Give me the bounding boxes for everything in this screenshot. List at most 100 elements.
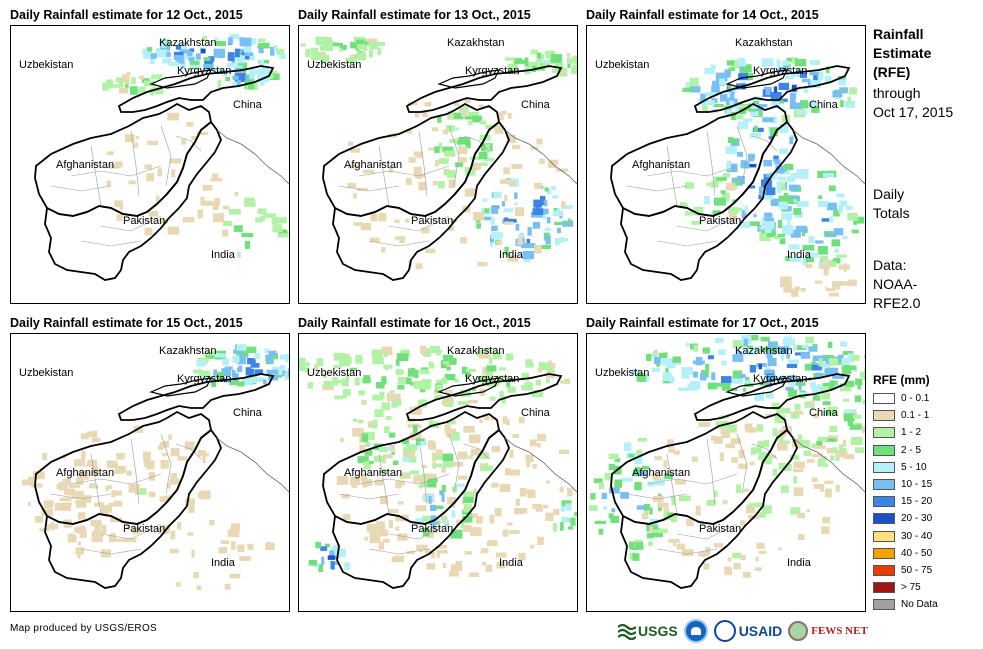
rain-cell xyxy=(111,490,116,498)
label-kyrgyzstan: Kyrgyzstan xyxy=(465,65,519,77)
rain-cell xyxy=(101,525,107,534)
rain-cell xyxy=(299,365,306,372)
rain-cell xyxy=(168,61,179,66)
label-afghanistan: Afghanistan xyxy=(632,467,690,479)
rain-cell xyxy=(357,456,369,464)
rain-cell xyxy=(692,456,698,462)
rain-cell xyxy=(720,94,728,102)
rain-cell xyxy=(738,449,745,459)
rain-cell xyxy=(665,363,676,369)
rain-cell xyxy=(220,540,230,544)
kyrgyzstan-border xyxy=(437,377,501,397)
rain-cell xyxy=(513,58,523,64)
country-borders xyxy=(34,65,289,281)
rain-cell xyxy=(811,364,822,371)
rain-cell xyxy=(783,338,795,346)
rain-cell xyxy=(451,511,456,518)
rain-cell xyxy=(284,372,289,380)
rain-cell xyxy=(472,115,482,123)
rain-cell xyxy=(750,111,759,116)
rain-cell xyxy=(661,358,673,366)
rain-cell xyxy=(758,512,766,518)
rain-cell xyxy=(447,497,456,505)
rain-cell xyxy=(196,360,206,367)
rain-cell xyxy=(308,559,317,566)
rain-cell xyxy=(490,206,499,214)
rain-cell xyxy=(753,99,759,104)
rain-cell xyxy=(743,488,750,493)
rain-cell xyxy=(553,207,558,213)
rain-cell xyxy=(426,563,436,570)
rain-cell xyxy=(444,374,456,381)
rain-cell xyxy=(157,168,162,177)
rain-cell xyxy=(526,238,531,246)
rain-cell xyxy=(542,504,549,509)
rain-cell xyxy=(843,398,850,402)
rain-cell xyxy=(234,191,239,197)
rain-cell xyxy=(684,182,695,189)
rain-cell xyxy=(851,229,859,234)
rain-cell xyxy=(357,55,367,61)
side-data-line: RFE2.0 xyxy=(873,295,921,311)
province-border xyxy=(70,473,162,485)
rain-cell xyxy=(116,538,127,542)
rain-cell xyxy=(265,354,269,362)
legend-item: 0.1 - 1 xyxy=(873,407,938,424)
panel-title: Daily Rainfall estimate for 14 Oct., 201… xyxy=(586,8,819,22)
rain-cell xyxy=(126,470,132,476)
label-pakistan: Pakistan xyxy=(411,523,453,535)
label-china: China xyxy=(809,407,839,419)
rain-cell xyxy=(385,416,392,420)
rain-cell xyxy=(237,544,245,553)
rain-cell xyxy=(808,236,815,244)
rain-cell xyxy=(342,513,351,520)
usgs-logo: USGS xyxy=(618,622,678,640)
rain-cell xyxy=(811,385,823,393)
legend-label: 20 - 30 xyxy=(901,513,933,525)
rain-cell xyxy=(424,352,431,357)
rainfall-map: Kazakhstan Uzbekistan Kyrgyzstan China Afgha… xyxy=(586,25,866,304)
rain-cell xyxy=(202,455,206,463)
rain-cell xyxy=(745,64,752,73)
rain-cell xyxy=(728,137,734,143)
rain-cell xyxy=(774,415,786,424)
rain-cell xyxy=(170,158,182,164)
rain-cell xyxy=(443,129,449,135)
rain-cell xyxy=(416,544,428,550)
rain-cell xyxy=(818,195,823,200)
rain-cell xyxy=(88,485,99,489)
rain-cell xyxy=(598,482,604,490)
rain-cell xyxy=(838,204,844,214)
rain-cell xyxy=(506,218,517,223)
legend-label: 1 - 2 xyxy=(901,427,922,439)
rain-cell xyxy=(413,166,422,176)
rain-cell xyxy=(835,454,840,461)
label-kazakhstan: Kazakhstan xyxy=(159,345,216,357)
rain-cell xyxy=(788,184,800,191)
rain-cell xyxy=(614,479,623,488)
rain-cell xyxy=(407,550,415,554)
rain-cell xyxy=(398,376,409,385)
rain-cell xyxy=(245,375,257,383)
rain-cell xyxy=(175,45,181,50)
province-borders xyxy=(626,433,778,555)
rain-cell xyxy=(363,375,371,384)
rain-cell xyxy=(841,358,850,366)
rain-cell xyxy=(862,399,865,405)
map-panel-oct-16: Daily Rainfall estimate for 16 Oct., 201… xyxy=(298,316,578,612)
rain-cell xyxy=(681,367,693,375)
rain-cell xyxy=(750,447,755,455)
rain-cell xyxy=(463,495,474,503)
pakistan-border xyxy=(332,428,510,589)
central-asia-border xyxy=(117,373,275,421)
rain-cell xyxy=(71,493,84,499)
rain-cell xyxy=(321,45,332,51)
rain-cell xyxy=(780,276,792,285)
rain-cell xyxy=(422,515,431,522)
legend-label: 50 - 75 xyxy=(901,564,933,576)
rain-cell xyxy=(118,79,124,88)
rain-cell xyxy=(732,340,745,349)
rain-cell xyxy=(170,530,176,540)
rain-cell xyxy=(398,371,405,375)
